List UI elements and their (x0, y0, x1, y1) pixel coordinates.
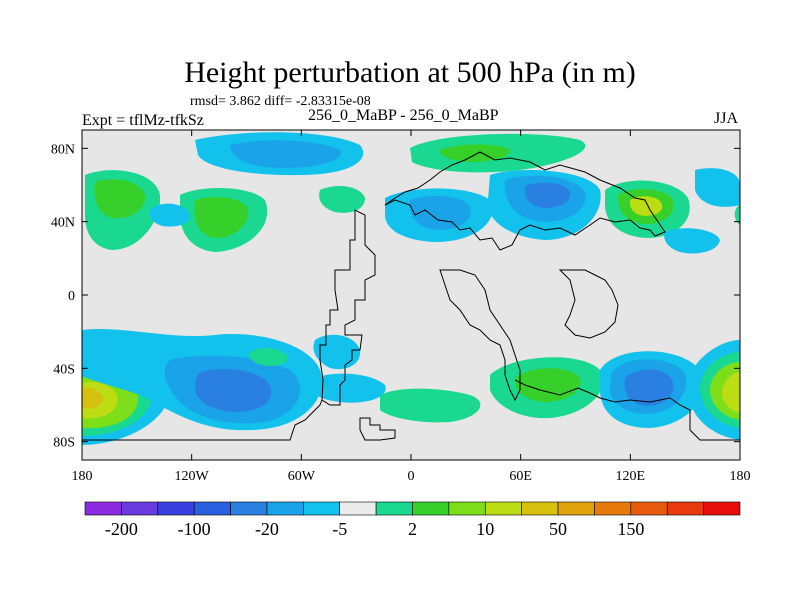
y-tick-label: 40N (51, 216, 75, 231)
colorbar-label: 2 (408, 519, 417, 539)
x-tick-label: 60W (288, 469, 316, 484)
contour-south-pacific-core (82, 387, 104, 409)
colorbar-label: 50 (549, 519, 567, 539)
colorbar-swatch-8 (375, 501, 413, 516)
colorbar-swatch-2 (157, 501, 195, 516)
y-tick-label: 80N (51, 142, 75, 157)
y-tick-label: 80S (53, 436, 75, 451)
colorbar-swatch-9 (412, 501, 450, 516)
contour-dateline-south-yellow (722, 372, 740, 412)
colorbar-swatch-3 (193, 501, 231, 516)
colorbar-swatch-6 (303, 501, 341, 516)
colorbar-label: -100 (178, 519, 211, 539)
coastline-north-continents (384, 151, 666, 251)
contour-south-america-blue (313, 334, 361, 370)
colorbar-swatch-0 (84, 501, 122, 516)
colorbar: -200 -100 -20 -5 2 10 50 150 (84, 501, 741, 539)
contour-east-asia-yellow (629, 196, 663, 216)
colorbar-swatch-14 (594, 501, 632, 516)
x-tick-label: 0 (408, 469, 415, 484)
contour-siberia-core (524, 182, 571, 208)
contour-south-america-green (249, 348, 288, 366)
colorbar-label: 150 (617, 519, 644, 539)
contour-east-edge-green (734, 205, 740, 225)
contour-north-pacific-neg (149, 203, 190, 227)
colorbar-swatch-10 (448, 501, 486, 516)
colorbar-swatch-16 (666, 501, 704, 516)
contour-nw-pacific-neg (695, 168, 740, 207)
x-tick-label: 120W (175, 469, 210, 484)
colorbar-label: -200 (105, 519, 138, 539)
contour-north-america-lime (194, 197, 249, 238)
experiment-label: Expt = tflMz-tfkSz (82, 112, 204, 129)
contour-south-atlantic-green (380, 388, 481, 423)
case-label: 256_0_MaBP - 256_0_MaBP (308, 107, 499, 124)
x-tick-label: 60E (509, 469, 532, 484)
colorbar-swatch-7 (339, 501, 377, 516)
colorbar-swatch-15 (630, 501, 668, 516)
contour-japan-blue (664, 228, 720, 254)
y-tick-label: 0 (68, 289, 75, 304)
contour-north-pacific-lime (94, 179, 146, 219)
contour-fill-layer (82, 132, 740, 445)
x-tick-label: 180 (72, 469, 93, 484)
colorbar-swatch-17 (703, 501, 741, 516)
contour-arctic-neg-mid (230, 140, 341, 168)
coastline-south-america (319, 209, 376, 406)
contour-south-atlantic-blue (309, 373, 386, 403)
colorbar-swatch-13 (557, 501, 595, 516)
coastlines (82, 151, 740, 441)
contour-europe-mid (409, 195, 471, 230)
axes-layer: 180 120W 60W 0 60E 120E 180 80N 40N 0 40S 80S (51, 130, 751, 484)
colorbar-swatch-11 (484, 501, 522, 516)
x-tick-label: 120E (616, 469, 646, 484)
coastline-antarctic-edge (82, 399, 323, 441)
coastline-australia (514, 379, 740, 441)
colorbar-label: -20 (255, 519, 279, 539)
contour-south-band-core (195, 368, 272, 412)
colorbar-label: -5 (332, 519, 347, 539)
y-tick-label: 40S (53, 362, 75, 377)
contour-australia-core (624, 369, 674, 406)
coastline-south-atlantic-island (359, 417, 396, 441)
chart-title: Height perturbation at 500 hPa (in m) (184, 56, 636, 89)
contour-mid-atlantic-green (319, 186, 365, 213)
colorbar-swatch-1 (121, 501, 159, 516)
colorbar-label: 10 (476, 519, 494, 539)
coastline-africa (439, 269, 521, 402)
coastline-asia-south (558, 269, 619, 339)
contour-arctic-pos-lime (440, 144, 510, 162)
colorbar-swatch-5 (266, 501, 304, 516)
colorbar-swatch-12 (521, 501, 559, 516)
x-tick-label: 180 (730, 469, 751, 484)
stats-text: rmsd= 3.862 diff= -2.83315e-08 (190, 94, 371, 109)
season-label: JJA (714, 110, 739, 127)
colorbar-swatch-4 (230, 501, 268, 516)
